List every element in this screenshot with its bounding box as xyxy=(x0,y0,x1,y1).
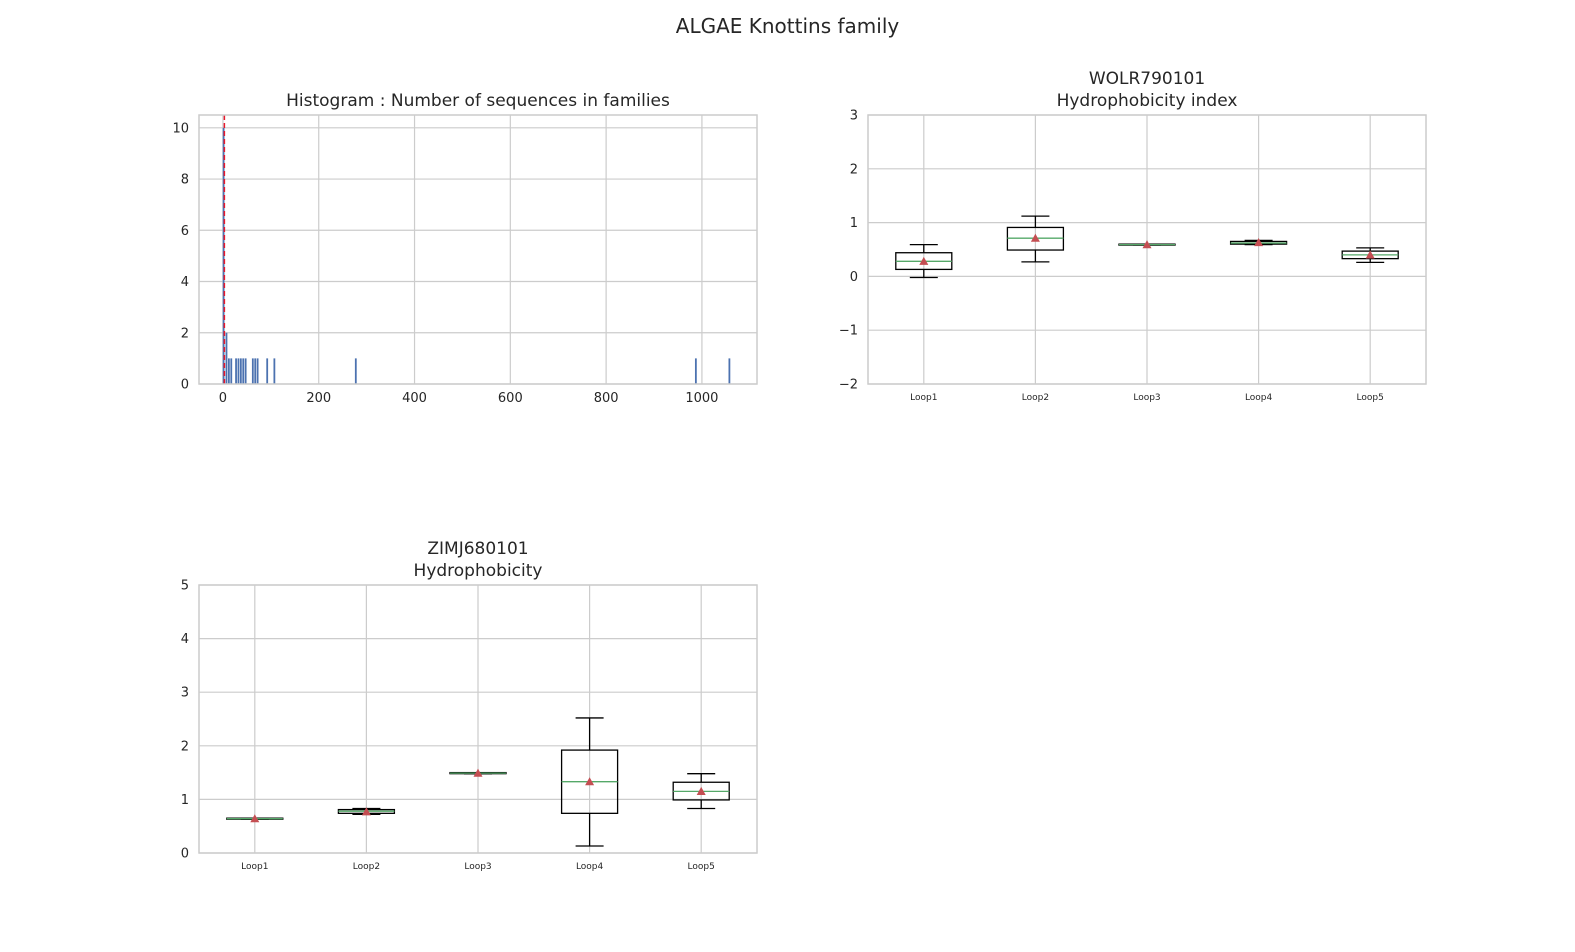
mean-marker xyxy=(1030,233,1040,242)
histogram-bar xyxy=(273,358,276,384)
y-tick-label: 0 xyxy=(181,847,189,862)
histogram-bar xyxy=(235,358,237,384)
plot-frame xyxy=(867,114,1427,385)
mean-marker xyxy=(696,786,706,795)
y-tick-label: 6 xyxy=(181,224,189,239)
boxplot-loop3 xyxy=(1118,240,1176,249)
y-tick-label: 8 xyxy=(181,173,189,188)
mean-marker xyxy=(250,814,260,823)
histogram-bar xyxy=(266,358,269,384)
mean-marker xyxy=(473,768,483,777)
x-tick-label: Loop4 xyxy=(1245,393,1273,403)
chart-title-line: Hydrophobicity index xyxy=(1057,91,1238,111)
x-tick-label: Loop1 xyxy=(910,393,937,403)
y-tick-label: 4 xyxy=(181,275,189,290)
histogram-bar xyxy=(242,358,245,384)
histogram-bar xyxy=(256,358,259,384)
mean-marker xyxy=(919,256,929,265)
histogram-bar xyxy=(251,358,254,384)
chart-title-line: WOLR790101 xyxy=(1089,69,1205,89)
chart-panel-3: 0 1 2 3 4 5 Loop1 Loop2 Loop3 Loop4 Loop5 ZIMJ68010… xyxy=(181,539,758,872)
y-tick-label: 0 xyxy=(850,270,858,285)
histogram-bar xyxy=(222,127,225,385)
chart-title-line: Hydrophobicity xyxy=(414,561,543,581)
boxplot-loop5 xyxy=(1341,247,1399,264)
histogram-bar xyxy=(225,332,228,384)
x-tick-label: 0 xyxy=(219,391,227,406)
boxplot-loop1 xyxy=(895,244,953,279)
chart-panel-2: −2 −1 0 1 2 3 Loop1 Loop2 Loop3 Loop4 Loop5 WOLR790… xyxy=(839,69,1427,403)
y-tick-label: 4 xyxy=(181,632,189,647)
histogram-bar xyxy=(254,358,257,384)
y-tick-label: 2 xyxy=(181,739,189,754)
x-tick-label: 800 xyxy=(594,391,619,406)
mean-marker xyxy=(585,777,595,786)
y-tick-label: 2 xyxy=(850,162,858,177)
histogram-bar xyxy=(237,358,240,384)
mean-marker xyxy=(361,807,371,816)
plot-frame xyxy=(198,584,758,854)
x-tick-label: Loop2 xyxy=(353,862,380,872)
x-tick-label: Loop5 xyxy=(688,862,715,872)
boxplot-loop3 xyxy=(449,768,507,777)
y-tick-label: 3 xyxy=(181,686,189,701)
mean-marker xyxy=(1365,250,1375,259)
figure-suptitle: ALGAE Knottins family xyxy=(675,14,900,38)
x-tick-label: Loop3 xyxy=(1133,393,1160,403)
histogram-bar xyxy=(227,358,230,384)
histogram-bar xyxy=(694,358,697,384)
boxplot-loop5 xyxy=(672,773,730,810)
y-tick-label: 1 xyxy=(850,216,858,231)
histogram-bar xyxy=(230,358,233,384)
x-tick-label: 600 xyxy=(498,391,523,406)
x-tick-label: Loop2 xyxy=(1022,393,1049,403)
boxplot-loop4 xyxy=(560,717,619,847)
chart-title-line: ZIMJ680101 xyxy=(427,539,528,559)
histogram-bar xyxy=(728,358,731,384)
y-tick-label: 1 xyxy=(181,793,189,808)
histogram-bar xyxy=(244,358,247,384)
chart-panel-1: 0 2 4 6 8 10 0 200 400 600 800 1000 Histogram : Numb… xyxy=(172,91,758,406)
histogram-bar xyxy=(354,358,357,384)
y-tick-label: 3 xyxy=(850,109,858,124)
y-tick-label: 2 xyxy=(181,326,189,341)
boxplot-loop1 xyxy=(226,814,284,823)
histogram-bar xyxy=(239,358,242,384)
y-tick-label: −2 xyxy=(839,378,858,393)
x-tick-label: 1000 xyxy=(685,391,718,406)
y-tick-label: −1 xyxy=(839,324,858,339)
x-tick-label: 200 xyxy=(306,391,331,406)
x-tick-label: Loop3 xyxy=(464,862,491,872)
y-tick-label: 5 xyxy=(181,579,189,594)
y-tick-label: 10 xyxy=(172,121,189,136)
x-tick-label: 400 xyxy=(402,391,427,406)
x-tick-label: Loop4 xyxy=(576,862,604,872)
mean-marker xyxy=(1254,238,1264,247)
chart-title-line: Histogram : Number of sequences in famil… xyxy=(286,91,670,111)
boxplot-loop2 xyxy=(1006,215,1065,263)
mean-marker xyxy=(1142,240,1152,249)
x-tick-label: Loop5 xyxy=(1357,393,1384,403)
boxplot-loop4 xyxy=(1229,238,1288,247)
plot-frame xyxy=(198,114,758,385)
x-tick-label: Loop1 xyxy=(241,862,268,872)
y-tick-label: 0 xyxy=(181,378,189,393)
boxplot-loop2 xyxy=(337,807,396,816)
